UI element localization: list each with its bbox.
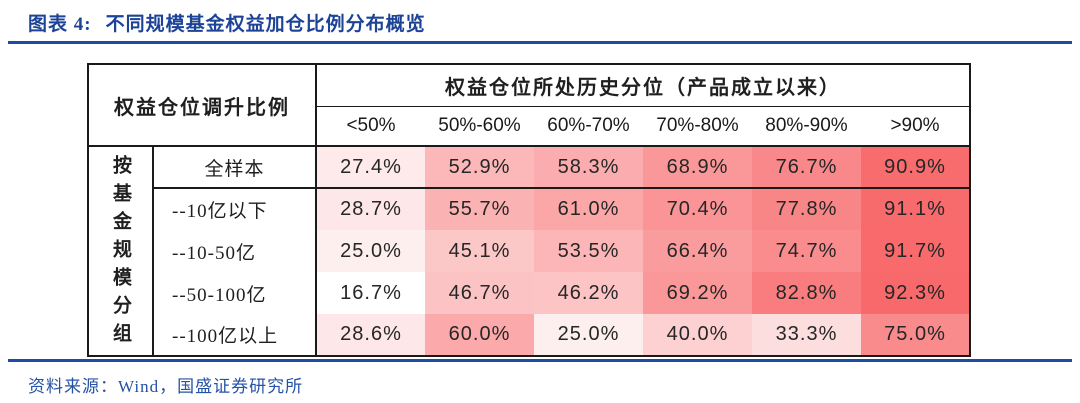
table-row: --10-50亿 25.0% 45.1% 53.5% 66.4% 74.7% 9…	[88, 230, 971, 272]
heatmap-cell: 55.7%	[425, 188, 534, 230]
figure-title: 图表 4: 不同规模基金权益加仓比例分布概览	[28, 9, 426, 36]
table-row: --10亿以下 28.7% 55.7% 61.0% 70.4% 77.8% 91…	[88, 188, 971, 230]
heatmap-cell: 53.5%	[534, 230, 643, 272]
column-group-header: 权益仓位所处历史分位（产品成立以来）	[316, 64, 971, 107]
bottom-divider	[8, 359, 1072, 362]
heatmap-cell: 52.9%	[425, 146, 534, 189]
heatmap-cell: 92.3%	[861, 272, 971, 314]
row-label: 全样本	[153, 146, 317, 189]
column-header: 50%-60%	[425, 106, 534, 147]
heatmap-cell: 25.0%	[534, 314, 643, 356]
row-group-label: 按基金规模分组	[88, 146, 154, 356]
table-row: --100亿以上 28.6% 60.0% 25.0% 40.0% 33.3% 7…	[88, 314, 971, 356]
heatmap-cell: 45.1%	[425, 230, 534, 272]
heatmap-cell: 76.7%	[752, 146, 861, 189]
heatmap-cell: 68.9%	[643, 146, 752, 189]
source-note: 资料来源：Wind，国盛证券研究所	[28, 377, 304, 396]
column-header: <50%	[316, 106, 425, 147]
figure-title-text: 不同规模基金权益加仓比例分布概览	[105, 14, 426, 35]
heatmap-cell: 77.8%	[752, 188, 861, 230]
heatmap-cell: 70.4%	[643, 188, 752, 230]
row-label: --10亿以下	[153, 188, 317, 230]
heatmap-cell: 69.2%	[643, 272, 752, 314]
heatmap-cell: 91.7%	[861, 230, 971, 272]
row-label: --10-50亿	[153, 230, 317, 272]
heatmap-cell: 66.4%	[643, 230, 752, 272]
heatmap-cell: 28.7%	[316, 188, 425, 230]
heatmap-cell: 82.8%	[752, 272, 861, 314]
column-header: 70%-80%	[643, 106, 752, 147]
heatmap-cell: 91.1%	[861, 188, 971, 230]
heatmap-cell: 61.0%	[534, 188, 643, 230]
heatmap-cell: 58.3%	[534, 146, 643, 189]
table-row: 按基金规模分组 全样本 27.4% 52.9% 58.3% 68.9% 76.7…	[88, 146, 971, 356]
heatmap-cell: 75.0%	[861, 314, 971, 356]
row-label: --50-100亿	[153, 272, 317, 314]
heatmap-cell: 16.7%	[316, 272, 425, 314]
heatmap-cell: 46.7%	[425, 272, 534, 314]
column-header: 80%-90%	[752, 106, 861, 147]
heatmap-cell: 74.7%	[752, 230, 861, 272]
heatmap-cell: 27.4%	[316, 146, 425, 189]
fund-position-heatmap-table: 权益仓位调升比例 权益仓位所处历史分位（产品成立以来） <50% 50%-60%…	[87, 63, 972, 357]
column-header: >90%	[861, 106, 971, 147]
corner-header: 权益仓位调升比例	[88, 64, 317, 147]
figure-title-prefix: 图表 4:	[28, 14, 92, 35]
heatmap-cell: 40.0%	[643, 314, 752, 356]
heatmap-cell: 25.0%	[316, 230, 425, 272]
heatmap-cell: 46.2%	[534, 272, 643, 314]
heatmap-cell: 28.6%	[316, 314, 425, 356]
top-divider	[8, 41, 1072, 44]
heatmap-cell: 33.3%	[752, 314, 861, 356]
column-header: 60%-70%	[534, 106, 643, 147]
row-label: --100亿以上	[153, 314, 317, 356]
table-row: --50-100亿 16.7% 46.7% 46.2% 69.2% 82.8% …	[88, 272, 971, 314]
heatmap-cell: 60.0%	[425, 314, 534, 356]
heatmap-cell: 90.9%	[861, 146, 971, 189]
